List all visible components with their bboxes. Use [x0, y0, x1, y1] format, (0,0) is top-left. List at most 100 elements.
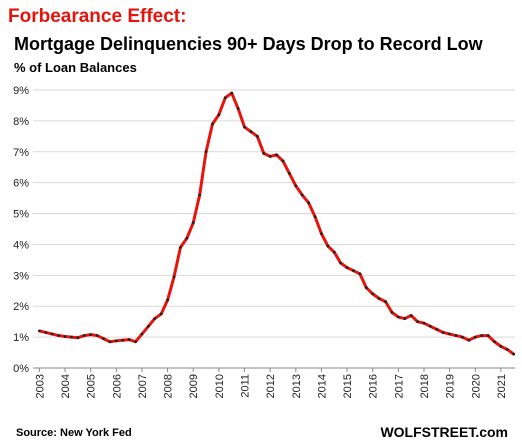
data-point: [473, 335, 477, 339]
data-point: [63, 335, 67, 338]
data-point: [44, 331, 48, 334]
data-point: [121, 338, 125, 342]
data-point: [320, 232, 323, 236]
data-point: [435, 327, 439, 331]
data-point: [127, 338, 131, 341]
data-point: [82, 334, 86, 337]
data-point: [179, 246, 182, 249]
data-point: [364, 286, 368, 290]
x-tick-label: 2013: [291, 374, 303, 398]
data-point: [384, 300, 387, 303]
x-tick-label: 2020: [470, 374, 482, 398]
data-point: [332, 250, 336, 254]
y-tick-label: 4%: [13, 239, 29, 251]
x-tick-label: 2014: [316, 374, 328, 398]
data-point: [313, 215, 317, 219]
watermark: WOLFSTREET.com: [380, 424, 508, 440]
data-point: [166, 298, 170, 302]
data-point: [70, 335, 73, 339]
y-tick-label: 1%: [13, 332, 29, 344]
data-point: [287, 172, 291, 175]
y-tick-label: 6%: [13, 178, 29, 190]
data-point: [294, 184, 298, 188]
x-tick-label: 2006: [111, 374, 123, 398]
x-tick-label: 2009: [188, 374, 200, 398]
x-tick-label: 2012: [265, 374, 277, 398]
data-point: [114, 339, 118, 343]
data-point: [480, 334, 484, 337]
data-point: [377, 297, 381, 300]
data-point: [307, 201, 311, 205]
x-tick-label: 2005: [86, 374, 98, 398]
data-point: [172, 275, 176, 279]
data-point: [76, 336, 80, 340]
data-point: [185, 236, 189, 240]
data-point: [249, 130, 253, 134]
y-tick-label: 7%: [13, 147, 29, 159]
data-point: [57, 334, 61, 337]
data-point: [339, 261, 343, 265]
x-tick-label: 2008: [163, 374, 175, 398]
data-point: [461, 335, 464, 339]
data-point: [50, 332, 54, 336]
data-point: [236, 107, 240, 110]
source: Source: New York Fed: [16, 427, 132, 439]
x-tick-label: 2011: [240, 374, 252, 398]
data-point: [512, 352, 516, 356]
x-tick-label: 2015: [342, 374, 354, 398]
data-point: [191, 221, 195, 225]
data-point: [281, 159, 285, 163]
data-point: [448, 332, 452, 336]
x-tick-label: 2003: [34, 374, 46, 398]
chart-title: Forbearance Effect:: [8, 6, 186, 27]
data-point: [416, 320, 419, 324]
data-point: [371, 292, 375, 296]
data-point: [95, 334, 99, 337]
y-axis-label: % of Loan Balances: [14, 60, 137, 75]
y-tick-label: 8%: [13, 116, 29, 128]
data-point: [134, 340, 137, 344]
data-point: [204, 150, 208, 154]
data-point: [396, 315, 400, 319]
data-point: [422, 321, 426, 325]
data-point: [345, 266, 349, 270]
y-tick-label: 5%: [13, 209, 29, 221]
data-point: [198, 193, 202, 197]
data-point: [243, 125, 246, 129]
data-point: [454, 334, 458, 337]
data-point: [505, 348, 509, 351]
data-point: [275, 153, 278, 157]
data-point: [300, 193, 304, 197]
y-tick-label: 2%: [13, 301, 29, 313]
x-tick-label: 2010: [214, 374, 226, 398]
data-point: [326, 244, 330, 248]
y-tick-label: 9%: [13, 85, 29, 97]
data-point: [499, 344, 503, 348]
x-tick-label: 2016: [368, 374, 380, 398]
data-point: [268, 155, 272, 158]
data-point: [38, 329, 41, 333]
data-point: [428, 324, 432, 328]
data-point: [409, 314, 413, 317]
data-point: [486, 334, 490, 337]
data-point: [108, 340, 112, 344]
data-point: [159, 312, 163, 316]
data-line: [39, 91, 515, 356]
data-point: [403, 317, 407, 320]
data-point: [441, 331, 445, 334]
data-point: [146, 324, 150, 328]
data-point: [352, 269, 355, 273]
data-point: [102, 337, 105, 341]
data-point: [467, 338, 471, 342]
data-point: [390, 311, 394, 314]
x-tick-label: 2007: [137, 374, 149, 398]
data-point: [223, 96, 227, 100]
x-tick-label: 2018: [419, 374, 431, 398]
data-point: [211, 122, 214, 126]
x-tick-label: 2004: [60, 374, 72, 398]
data-point: [217, 113, 221, 117]
data-point: [262, 151, 266, 155]
data-point: [230, 91, 234, 95]
data-point: [89, 333, 93, 337]
